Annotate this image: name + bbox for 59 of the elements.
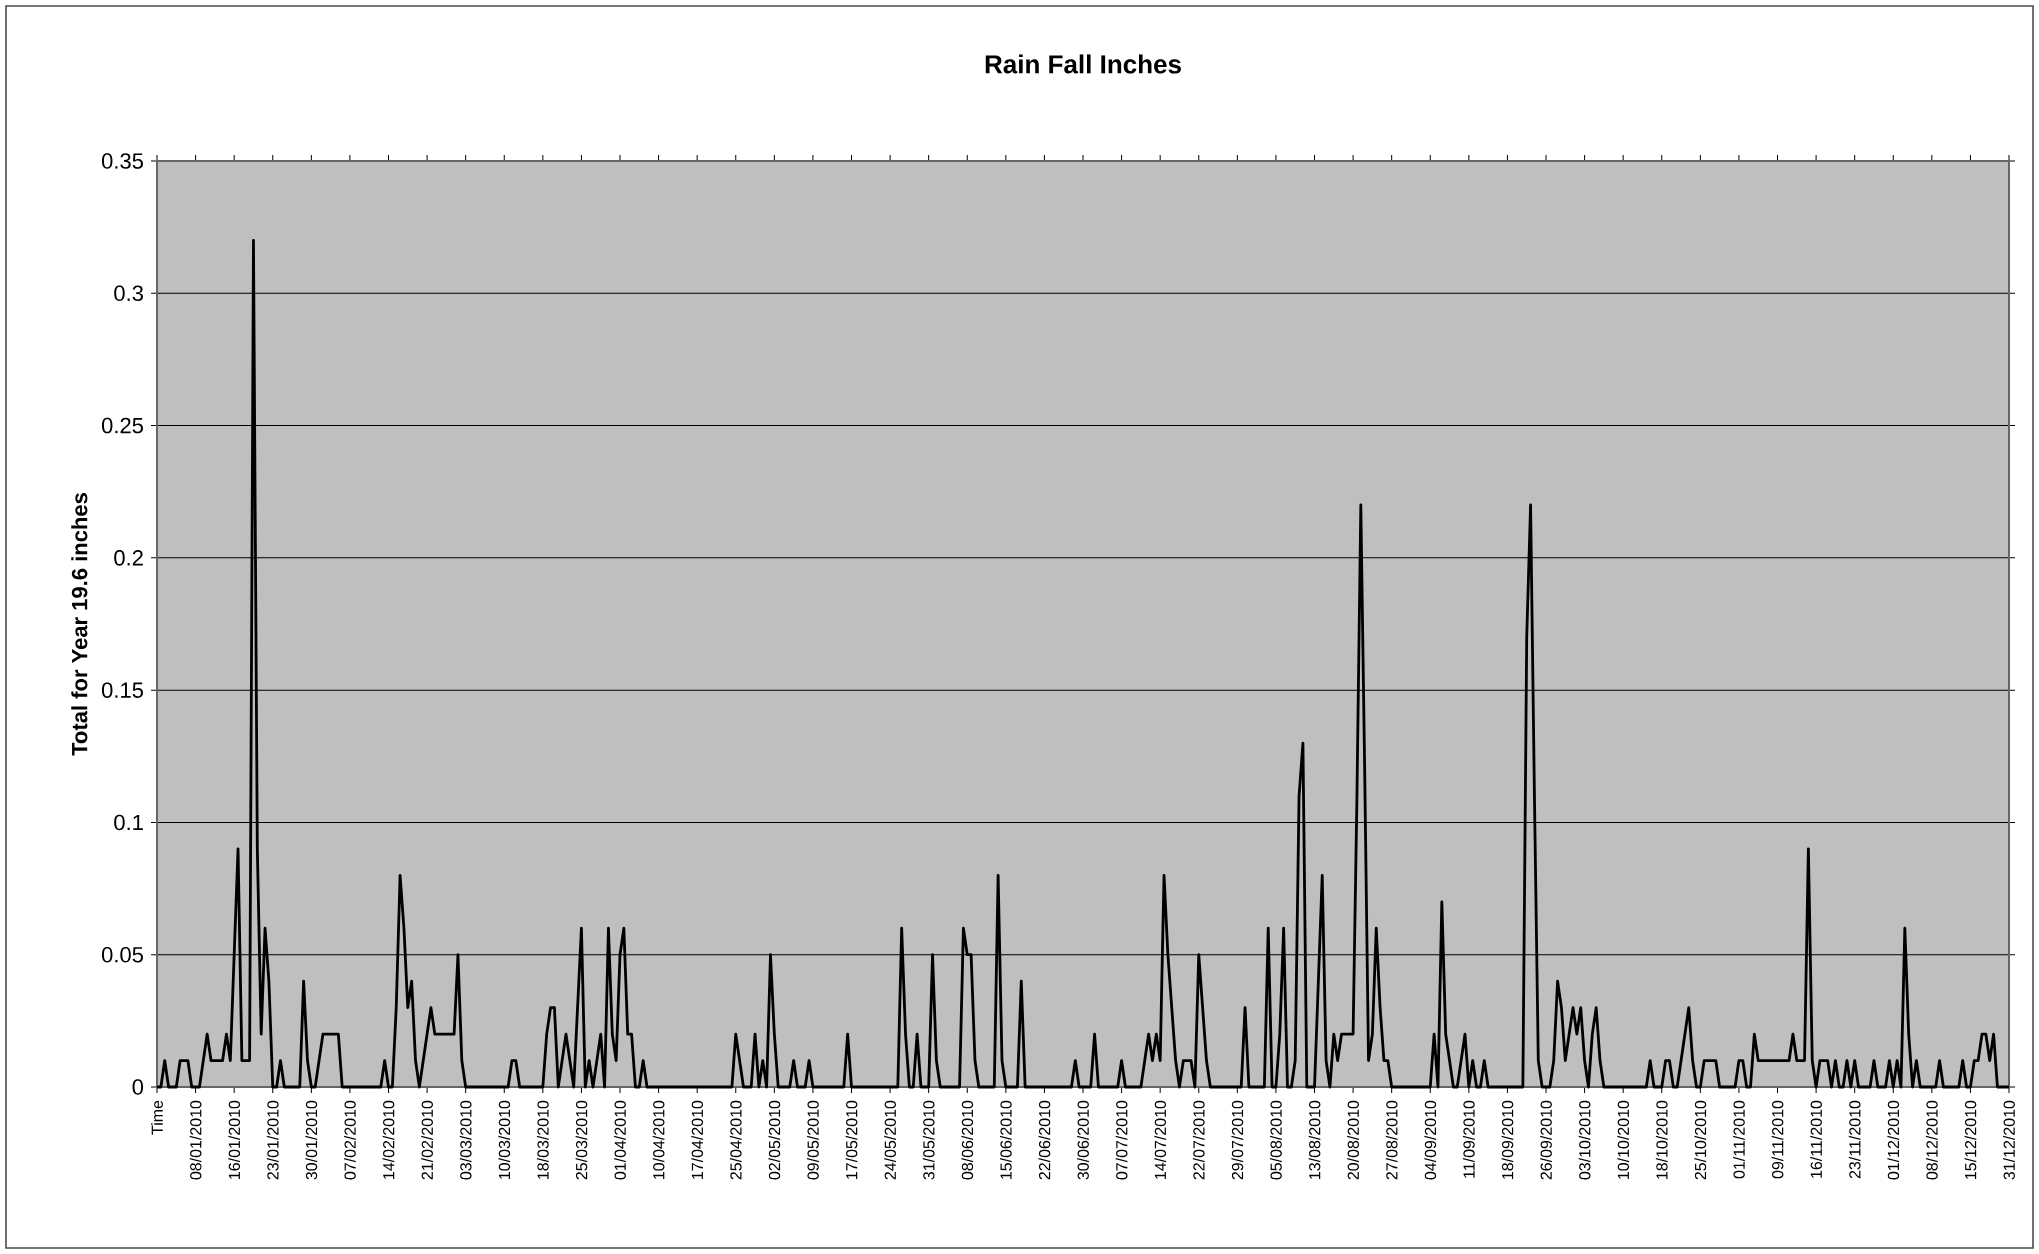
- y-tick-label: 0.15: [101, 682, 143, 698]
- x-tick-label: 14/02/2010: [382, 1100, 395, 1179]
- x-tick-label: 07/02/2010: [344, 1100, 356, 1180]
- x-tick-label: 22/07/2010: [1192, 1100, 1205, 1180]
- x-tick-label: 30/06/2010: [1077, 1100, 1089, 1180]
- y-tick-label: 0.25: [101, 417, 143, 434]
- x-tick-label: 31/05/2010: [922, 1100, 935, 1180]
- x-tick-label: 03/10/2010: [1578, 1100, 1591, 1180]
- x-tick-label: Time: [151, 1100, 163, 1135]
- x-tick-label: 25/03/2010: [575, 1100, 588, 1180]
- x-tick-label: 18/03/2010: [536, 1100, 549, 1179]
- x-tick-label: 21/02/2010: [421, 1100, 433, 1180]
- x-tick-label: 11/09/2010: [1462, 1100, 1475, 1178]
- x-tick-label: 20/08/2010: [1347, 1100, 1359, 1180]
- y-tick-label: 0.05: [101, 946, 143, 963]
- x-tick-label: 14/07/2010: [1154, 1100, 1167, 1179]
- x-tick-label: 13/08/2010: [1308, 1100, 1321, 1179]
- x-tick-label: 02/05/2010: [768, 1100, 781, 1180]
- x-tick-label: 10/03/2010: [498, 1100, 511, 1179]
- x-tick-label: 15/06/2010: [999, 1100, 1012, 1179]
- x-tick-label: 04/09/2010: [1424, 1100, 1437, 1180]
- x-tick-label: 01/11/2010: [1733, 1100, 1745, 1179]
- x-tick-label: 22/06/2010: [1038, 1100, 1051, 1180]
- x-tick-label: 01/12/2010: [1887, 1100, 1900, 1180]
- x-tick-label: 05/08/2010: [1270, 1100, 1282, 1180]
- x-tick-label: 17/04/2010: [691, 1100, 704, 1179]
- y-tick-label: 0.35: [101, 153, 143, 169]
- x-tick-label: 10/10/2010: [1617, 1100, 1630, 1179]
- x-tick-label: 30/01/2010: [305, 1100, 318, 1180]
- x-tick-label: 18/09/2010: [1501, 1100, 1514, 1179]
- y-axis-title: Total for Year 19.6 inches: [71, 493, 88, 756]
- y-tick-label: 0.2: [114, 550, 143, 566]
- x-tick-label: 16/11/2010: [1810, 1100, 1822, 1178]
- x-tick-label: 09/11/2010: [1771, 1100, 1784, 1179]
- chart-title: Rain Fall Inches: [985, 54, 1181, 74]
- x-tick-label: 15/12/2010: [1964, 1100, 1977, 1179]
- y-tick-label: 0.1: [114, 814, 143, 831]
- x-tick-label: 03/03/2010: [459, 1100, 472, 1180]
- x-tick-label: 23/01/2010: [266, 1100, 279, 1180]
- x-tick-label: 26/09/2010: [1540, 1100, 1552, 1180]
- x-tick-label: 27/08/2010: [1385, 1100, 1398, 1180]
- x-tick-label: 08/12/2010: [1925, 1100, 1938, 1180]
- x-tick-label: 24/05/2010: [884, 1100, 896, 1180]
- x-tick-label: 08/06/2010: [961, 1100, 974, 1180]
- x-tick-label: 01/04/2010: [614, 1100, 626, 1180]
- x-tick-label: 25/10/2010: [1694, 1100, 1707, 1180]
- x-tick-label: 09/05/2010: [807, 1100, 819, 1180]
- x-tick-label: 10/04/2010: [652, 1100, 665, 1179]
- x-tick-label: 17/05/2010: [845, 1100, 858, 1179]
- x-tick-label: 25/04/2010: [729, 1100, 742, 1180]
- x-tick-label: 23/11/2010: [1848, 1100, 1861, 1179]
- x-tick-label: 07/07/2010: [1115, 1100, 1128, 1180]
- y-tick-label: 0: [132, 1079, 144, 1095]
- x-tick-label: 08/01/2010: [189, 1100, 202, 1180]
- x-tick-label: 31/12/2010: [2003, 1100, 2015, 1180]
- x-tick-label: 18/10/2010: [1655, 1100, 1668, 1179]
- x-tick-label: 16/01/2010: [228, 1100, 241, 1179]
- x-tick-label: 29/07/2010: [1231, 1100, 1244, 1180]
- y-tick-label: 0.3: [114, 285, 143, 302]
